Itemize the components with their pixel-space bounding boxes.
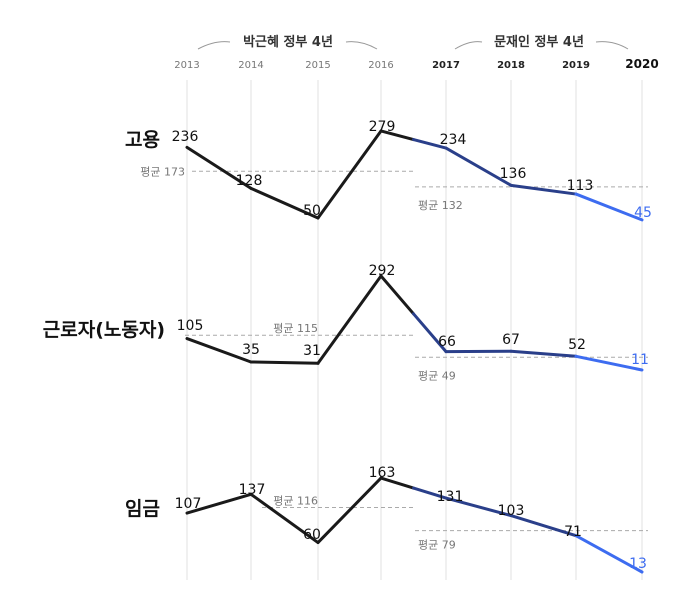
value-label-2017: 131 xyxy=(437,489,464,505)
era-brackets: 박근혜 정부 4년 문재인 정부 4년 xyxy=(197,34,629,50)
series-segment xyxy=(379,129,415,142)
era-right-bracket-left xyxy=(454,41,483,50)
value-label-2016: 292 xyxy=(369,263,396,279)
series-segment xyxy=(316,274,383,365)
series-segment xyxy=(249,360,320,365)
year-label-2016: 2016 xyxy=(368,60,393,71)
average-label: 평균 132 xyxy=(418,199,463,212)
year-label-2019: 2019 xyxy=(562,60,590,71)
year-label-2020: 2020 xyxy=(625,57,658,71)
value-label-2013: 107 xyxy=(175,496,202,512)
value-label-2019: 52 xyxy=(568,337,586,353)
series-segment xyxy=(412,312,448,354)
series-segment xyxy=(444,146,513,187)
average-label: 평균 79 xyxy=(418,539,456,552)
value-label-2019: 71 xyxy=(564,524,582,540)
value-label-2013: 105 xyxy=(177,318,204,334)
value-label-2018: 103 xyxy=(498,503,525,519)
era-label-moon: 문재인 정부 4년 xyxy=(494,34,584,50)
value-label-2016: 163 xyxy=(369,465,396,481)
average-label: 평균 49 xyxy=(418,369,456,382)
series-segment xyxy=(249,186,320,220)
value-label-2013: 236 xyxy=(172,129,199,145)
value-label-2017: 66 xyxy=(438,334,456,350)
year-label-2018: 2018 xyxy=(497,60,525,71)
series-segment xyxy=(574,192,644,222)
value-label-2020: 11 xyxy=(631,352,649,368)
average-label: 평균 115 xyxy=(273,322,318,335)
series-segment xyxy=(185,337,253,364)
year-label-2014: 2014 xyxy=(238,60,263,71)
year-label-2015: 2015 xyxy=(305,60,330,71)
panel-title: 임금 xyxy=(125,498,160,520)
series-segment xyxy=(379,476,415,490)
value-label-2015: 60 xyxy=(303,527,321,543)
value-label-2016: 279 xyxy=(369,119,396,135)
series-segment xyxy=(412,138,448,150)
era-right-bracket-right xyxy=(595,41,629,50)
value-label-2014: 35 xyxy=(242,342,260,358)
value-label-2015: 31 xyxy=(303,343,321,359)
series-segment xyxy=(574,354,644,372)
average-label: 평균 116 xyxy=(273,494,318,507)
series-segment xyxy=(249,492,320,545)
series-segment xyxy=(379,274,415,316)
series-segment xyxy=(185,492,253,515)
value-label-2014: 128 xyxy=(236,173,263,189)
series-segment xyxy=(316,476,383,545)
year-axis: 2013 2014 2015 2016 2017 2018 2019 2020 xyxy=(174,57,658,71)
value-label-2015: 50 xyxy=(303,203,321,219)
value-label-2019: 113 xyxy=(567,178,594,194)
series-segment xyxy=(574,534,644,574)
value-label-2017: 234 xyxy=(440,132,467,148)
year-label-2013: 2013 xyxy=(174,60,199,71)
panel-3: 임금 평균 116 평균 79 107 137 60 163 131 103 71 13 xyxy=(125,465,648,574)
year-label-2017: 2017 xyxy=(432,60,460,71)
value-label-2014: 137 xyxy=(239,482,266,498)
series-segment xyxy=(185,145,253,190)
value-label-2020: 13 xyxy=(629,556,647,572)
series-segment xyxy=(412,486,448,500)
series-segment xyxy=(444,496,513,518)
era-left-bracket-right xyxy=(345,41,378,50)
vertical-gridlines xyxy=(186,80,643,580)
panel-2: 근로자(노동자) 평균 115 평균 49 105 35 31 292 66 67 52 11 xyxy=(43,263,649,382)
series-segment xyxy=(509,514,578,538)
series-segment xyxy=(316,129,383,220)
average-label: 평균 173 xyxy=(140,165,185,178)
era-label-park: 박근혜 정부 4년 xyxy=(243,34,333,50)
era-left-bracket-left xyxy=(197,41,231,50)
series-segment xyxy=(509,349,578,358)
series-segment xyxy=(509,183,578,196)
value-label-2020: 45 xyxy=(634,205,652,221)
panel-title: 고용 xyxy=(125,129,160,151)
panel-title: 근로자(노동자) xyxy=(43,319,165,341)
value-label-2018: 67 xyxy=(502,332,520,348)
value-label-2018: 136 xyxy=(500,166,527,182)
